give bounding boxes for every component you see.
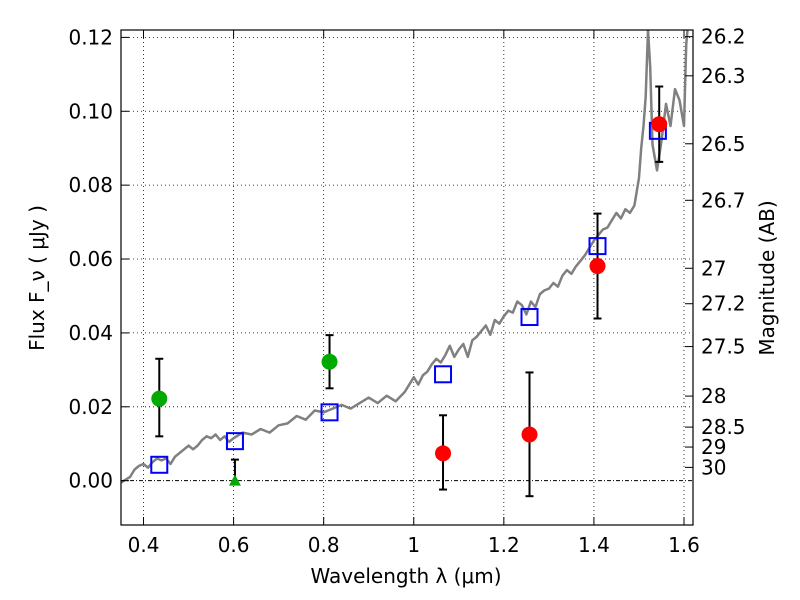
x-tick-label: 1.4	[578, 533, 610, 557]
right-axis-title: Magnitude (AB)	[755, 200, 779, 355]
x-axis-ticks: 0.4 0.6 0.8 1 1.2 1.4 1.6	[128, 30, 700, 557]
right-tick-label: 27	[701, 256, 726, 280]
plot-frame	[120, 29, 694, 526]
right-tick-label: 26.7	[701, 188, 746, 212]
right-tick-label: 26.3	[701, 64, 746, 88]
right-tick-label: 27.2	[701, 292, 746, 316]
x-tick-label: 1.2	[488, 533, 520, 557]
green-data-point	[151, 390, 168, 407]
plot-area	[121, 30, 693, 498]
x-axis-title: Wavelength λ (μm)	[310, 564, 501, 588]
right-tick-label: 27.5	[701, 335, 746, 359]
y-tick-label: 0.08	[68, 173, 113, 197]
y-tick-label: 0.02	[68, 395, 113, 419]
right-tick-label: 28	[701, 384, 726, 408]
model-point-square	[588, 237, 607, 256]
right-tick-label: 29	[701, 435, 726, 459]
data-markers	[150, 116, 668, 486]
model-point-square	[320, 403, 339, 422]
model-spectrum-line	[121, 30, 689, 484]
red-data-point	[521, 426, 538, 443]
model-point-square	[150, 455, 169, 474]
y-tick-label: 0.06	[68, 247, 113, 271]
model-point-square	[520, 308, 539, 327]
y-tick-label: 0.00	[68, 469, 113, 493]
y-tick-label: 0.12	[68, 25, 113, 49]
right-tick-label: 30	[701, 455, 726, 479]
x-tick-label: 0.6	[218, 533, 250, 557]
y-axis-ticks: 0.00 0.02 0.04 0.06 0.08 0.10 0.12	[68, 25, 129, 493]
right-tick-label: 26.5	[701, 132, 746, 156]
green-upper-limit-marker	[228, 474, 241, 486]
model-point-square	[225, 432, 244, 451]
red-data-point	[589, 258, 606, 275]
y-axis-title: Flux F_ν ( μJy )	[25, 205, 49, 351]
model-point-square	[434, 365, 453, 384]
x-tick-label: 1.6	[668, 533, 700, 557]
x-tick-label: 1	[407, 533, 420, 557]
y-tick-label: 0.10	[68, 99, 113, 123]
right-tick-label: 26.2	[701, 25, 746, 49]
right-tick-label: 28.5	[701, 415, 746, 439]
x-tick-label: 0.4	[128, 533, 160, 557]
green-data-point	[321, 353, 338, 370]
y-tick-label: 0.04	[68, 321, 113, 345]
red-data-point	[651, 116, 668, 133]
red-data-point	[435, 445, 452, 462]
x-tick-label: 0.8	[308, 533, 340, 557]
